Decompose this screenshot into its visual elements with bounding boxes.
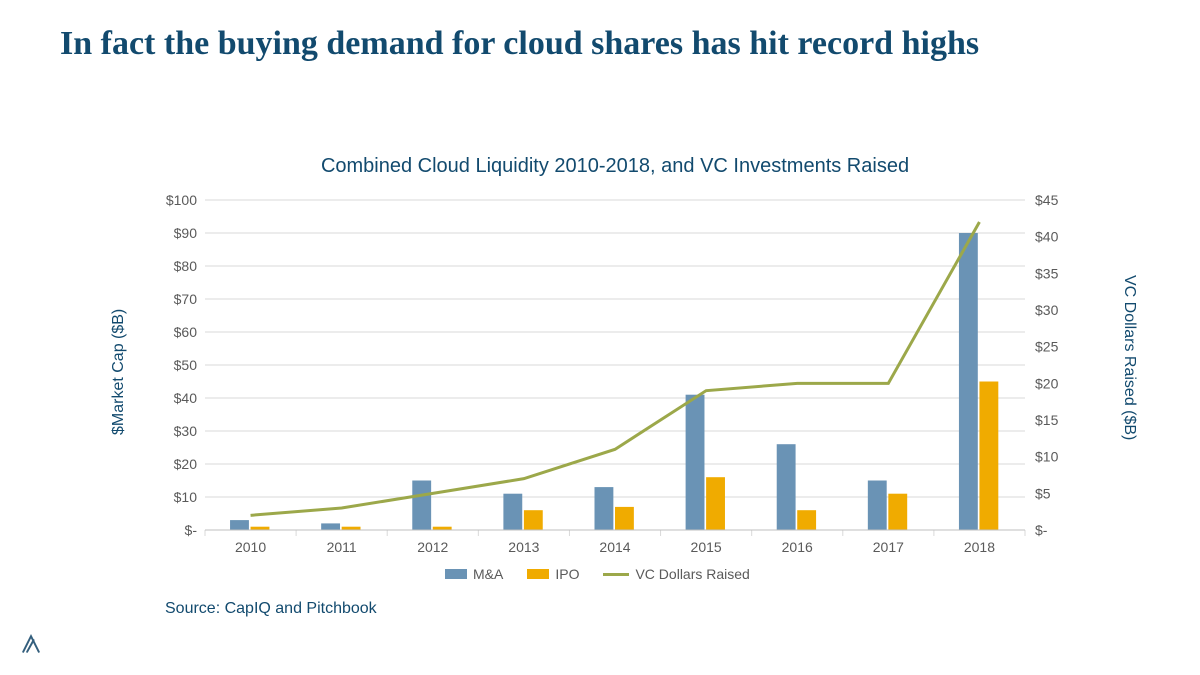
bar-ipo bbox=[797, 510, 816, 530]
svg-text:$30: $30 bbox=[1035, 302, 1059, 318]
svg-text:$50: $50 bbox=[174, 357, 198, 373]
bar-ipo bbox=[979, 382, 998, 531]
svg-text:$20: $20 bbox=[174, 456, 198, 472]
category-label: 2017 bbox=[873, 539, 904, 555]
svg-text:$30: $30 bbox=[174, 423, 198, 439]
legend-item: VC Dollars Raised bbox=[603, 566, 749, 582]
category-label: 2016 bbox=[782, 539, 813, 555]
chart-legend: M&A IPO VC Dollars Raised bbox=[445, 566, 750, 582]
bar-m-a bbox=[777, 444, 796, 530]
chart-source: Source: CapIQ and Pitchbook bbox=[165, 600, 377, 618]
svg-text:$20: $20 bbox=[1035, 375, 1059, 391]
svg-text:$40: $40 bbox=[174, 390, 198, 406]
bar-m-a bbox=[686, 395, 705, 530]
svg-text:$-: $- bbox=[185, 522, 198, 538]
bar-ipo bbox=[888, 494, 907, 530]
legend-item: IPO bbox=[527, 566, 579, 582]
legend-label: M&A bbox=[473, 566, 503, 582]
category-label: 2010 bbox=[235, 539, 266, 555]
svg-text:$40: $40 bbox=[1035, 229, 1059, 245]
svg-text:$10: $10 bbox=[1035, 449, 1059, 465]
category-label: 2012 bbox=[417, 539, 448, 555]
svg-text:$35: $35 bbox=[1035, 265, 1059, 281]
bar-m-a bbox=[868, 481, 887, 531]
svg-text:$10: $10 bbox=[174, 489, 198, 505]
brand-logo-icon bbox=[18, 631, 44, 657]
svg-text:$100: $100 bbox=[166, 192, 197, 208]
svg-text:$-: $- bbox=[1035, 522, 1048, 538]
legend-swatch-line bbox=[603, 573, 629, 576]
category-label: 2015 bbox=[691, 539, 722, 555]
bar-ipo bbox=[615, 507, 634, 530]
legend-swatch-rect bbox=[527, 569, 549, 579]
bar-m-a bbox=[503, 494, 522, 530]
category-label: 2011 bbox=[327, 539, 357, 555]
bar-m-a bbox=[412, 481, 431, 531]
legend-swatch-rect bbox=[445, 569, 467, 579]
svg-text:$45: $45 bbox=[1035, 192, 1059, 208]
svg-text:$25: $25 bbox=[1035, 339, 1059, 355]
svg-text:$5: $5 bbox=[1035, 485, 1051, 501]
bar-ipo bbox=[524, 510, 543, 530]
svg-text:$15: $15 bbox=[1035, 412, 1059, 428]
bar-ipo bbox=[706, 477, 725, 530]
svg-text:$90: $90 bbox=[174, 225, 198, 241]
category-label: 2013 bbox=[508, 539, 539, 555]
svg-text:$80: $80 bbox=[174, 258, 198, 274]
bar-m-a bbox=[230, 520, 249, 530]
svg-text:$60: $60 bbox=[174, 324, 198, 340]
bar-m-a bbox=[321, 523, 340, 530]
category-label: 2018 bbox=[964, 539, 995, 555]
bar-m-a bbox=[595, 487, 614, 530]
legend-item: M&A bbox=[445, 566, 503, 582]
svg-text:$70: $70 bbox=[174, 291, 198, 307]
bar-m-a bbox=[959, 233, 978, 530]
legend-label: VC Dollars Raised bbox=[635, 566, 749, 582]
legend-label: IPO bbox=[555, 566, 579, 582]
category-label: 2014 bbox=[599, 539, 630, 555]
